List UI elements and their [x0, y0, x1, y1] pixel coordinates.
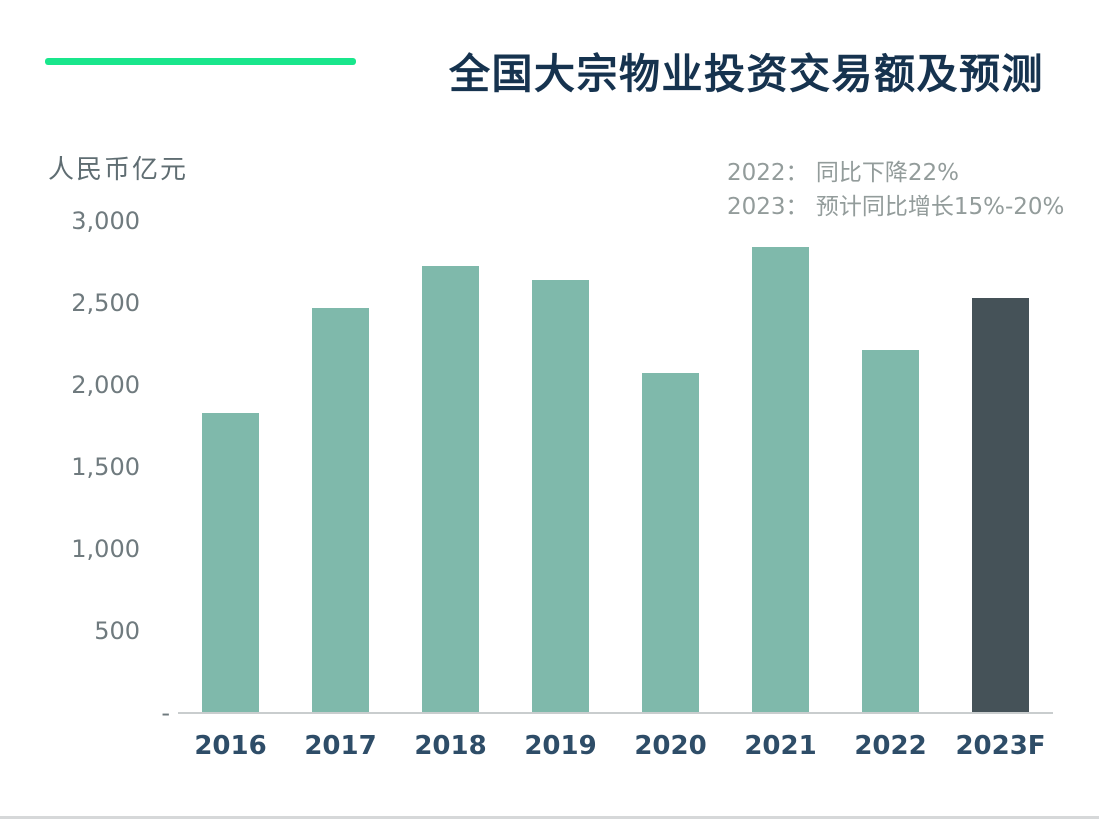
bottom-divider	[0, 816, 1099, 819]
x-axis-label-2018: 2018	[414, 731, 487, 761]
annotation-2023: 2023： 预计同比增长15%-20%	[727, 194, 1065, 220]
y-tick-label-2000: 2,000	[71, 370, 140, 399]
bar-2021	[752, 246, 809, 713]
x-axis-label-2016: 2016	[194, 731, 267, 761]
bar-2019	[532, 279, 589, 713]
x-axis-label-2020: 2020	[634, 731, 707, 761]
y-tick-label-500: 500	[94, 616, 140, 645]
y-tick-label-1500: 1,500	[71, 452, 140, 481]
bar-2023F	[972, 297, 1029, 713]
bar-2017	[312, 307, 369, 713]
accent-line	[45, 58, 356, 65]
bar-2018	[422, 266, 479, 713]
y-tick-label-0: -	[161, 699, 170, 727]
annotation-2022: 2022： 同比下降22%	[727, 160, 959, 186]
y-axis-unit-label: 人民币亿元	[48, 155, 189, 185]
x-axis-line	[178, 712, 1053, 714]
bar-2016	[202, 413, 259, 713]
chart-annotations: 2022： 同比下降22% 2023： 预计同比增长15%-20%	[727, 156, 1064, 224]
x-axis-label-2021: 2021	[744, 731, 817, 761]
x-axis-label-2023F: 2023F	[955, 731, 1046, 761]
y-tick-label-2500: 2,500	[71, 288, 140, 317]
bar-2020	[642, 373, 699, 713]
x-axis-label-2017: 2017	[304, 731, 377, 761]
chart-title: 全国大宗物业投资交易额及预测	[449, 50, 1044, 98]
bar-2022	[862, 350, 919, 713]
x-axis-label-2019: 2019	[524, 731, 597, 761]
x-axis-label-2022: 2022	[854, 731, 927, 761]
y-tick-label-3000: 3,000	[71, 206, 140, 235]
y-tick-label-1000: 1,000	[71, 534, 140, 563]
